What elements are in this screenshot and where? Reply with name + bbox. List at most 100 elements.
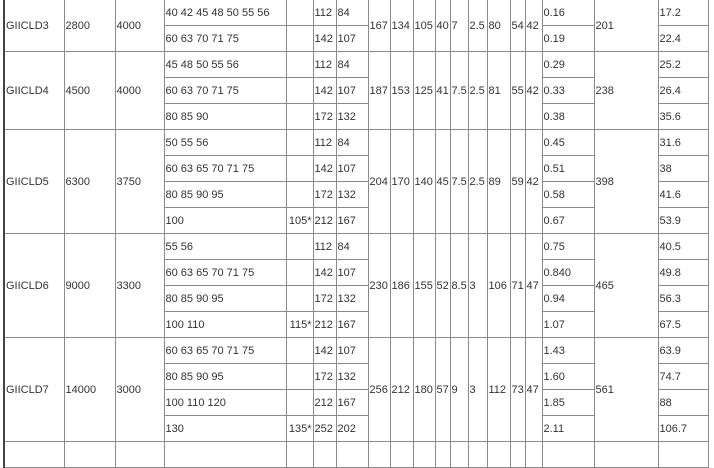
length-l1-cell: 107 xyxy=(335,77,369,104)
dim-c-cell: 9 xyxy=(449,337,469,442)
empty-cell xyxy=(3,441,65,468)
length-l1-cell: 107 xyxy=(335,25,369,52)
table-row: GIICLD6 9000 3300 55 56 112 84 230 186 155 52 8.5 3… xyxy=(3,233,709,338)
starred-diameter-cell xyxy=(285,181,314,208)
length-l-cell: 212 xyxy=(312,311,337,338)
dim-d2-cell: 212 xyxy=(389,337,414,442)
model-cell: GIICLD6 xyxy=(3,233,65,338)
length-l-cell: 212 xyxy=(312,389,337,416)
table-row: 100 110 120 212 167 1.85 88 xyxy=(4,389,709,416)
nominal-torque-cell: 4500 xyxy=(63,51,116,130)
weight-cell: 31.6 xyxy=(657,129,709,156)
inertia-cell: 0.94 xyxy=(541,285,595,312)
table-row xyxy=(3,441,709,468)
starred-diameter-cell: 115* xyxy=(285,311,314,338)
length-l1-cell: 132 xyxy=(335,285,369,312)
weight-cell: 88 xyxy=(657,389,709,416)
dim-s-cell: 2.5 xyxy=(467,0,488,52)
shaft-diameters-cell: 60 63 65 70 71 75 xyxy=(163,155,287,182)
shared-value-cell: 398 xyxy=(593,129,659,234)
weight-cell: 35.6 xyxy=(657,103,709,130)
length-l-cell: 112 xyxy=(312,51,337,78)
starred-diameter-cell xyxy=(285,155,314,182)
inertia-cell: 0.58 xyxy=(541,181,595,208)
dim-d2-cell: 134 xyxy=(389,0,414,52)
length-l-cell: 112 xyxy=(312,0,337,26)
nominal-torque-cell: 14000 xyxy=(63,337,116,442)
starred-diameter-cell xyxy=(285,77,314,104)
weight-cell: 40.5 xyxy=(657,233,709,260)
shared-value-cell: 561 xyxy=(593,337,659,442)
table-row: 100 110 115* 212 167 1.07 67.5 xyxy=(4,311,709,338)
table-row: 60 63 65 70 71 75 142 107 0.51 38 xyxy=(4,155,709,182)
inertia-cell: 0.33 xyxy=(541,77,595,104)
dim-n-cell: 42 xyxy=(524,51,543,130)
weight-cell: 67.5 xyxy=(657,311,709,338)
shaft-diameters-cell: 45 48 50 55 56 xyxy=(163,51,287,78)
shaft-diameters-cell: 60 63 70 71 75 xyxy=(163,77,287,104)
starred-diameter-cell xyxy=(285,337,314,364)
dim-c-cell: 7.5 xyxy=(449,129,469,234)
starred-diameter-cell: 105* xyxy=(285,207,314,234)
dim-h-cell: 81 xyxy=(486,51,511,130)
length-l1-cell: 84 xyxy=(335,51,369,78)
length-l1-cell: 107 xyxy=(335,259,369,286)
inertia-cell: 1.07 xyxy=(541,311,595,338)
shaft-diameters-cell: 60 63 65 70 71 75 xyxy=(163,337,287,364)
table-row: GIICLD7 14000 3000 60 63 65 70 71 75 142 107 2… xyxy=(3,337,709,442)
empty-cell xyxy=(114,441,165,468)
dim-m-cell: 73 xyxy=(509,337,526,442)
shaft-diameters-cell: 50 55 56 xyxy=(163,129,287,156)
weight-cell: 53.9 xyxy=(657,207,709,234)
inertia-cell: 0.38 xyxy=(541,103,595,130)
length-l1-cell: 167 xyxy=(335,389,369,416)
length-l1-cell: 132 xyxy=(335,103,369,130)
model-cell: GIICLD4 xyxy=(3,51,65,130)
table-row: 60 63 70 71 75 142 107 0.19 22.4 xyxy=(4,25,709,52)
dim-d3-cell: 140 xyxy=(412,129,436,234)
weight-cell: 106.7 xyxy=(657,415,709,442)
table-row: 100 105* 212 167 0.67 53.9 xyxy=(4,207,709,234)
dim-c-cell: 8.5 xyxy=(449,233,469,338)
table-row: 60 63 65 70 71 75 142 107 0.840 49.8 xyxy=(4,259,709,286)
shaft-diameters-cell: 130 xyxy=(163,415,287,442)
length-l1-cell: 107 xyxy=(335,155,369,182)
dim-d1-cell: 204 xyxy=(367,129,391,234)
empty-cell xyxy=(412,441,436,468)
starred-diameter-cell: 135* xyxy=(285,415,314,442)
empty-cell xyxy=(541,441,595,468)
weight-cell: 63.9 xyxy=(657,337,709,364)
length-l-cell: 142 xyxy=(312,155,337,182)
shaft-diameters-cell: 100 110 120 xyxy=(163,389,287,416)
length-l1-cell: 107 xyxy=(335,337,369,364)
starred-diameter-cell xyxy=(285,259,314,286)
dim-d2-cell: 170 xyxy=(389,129,414,234)
inertia-cell: 1.60 xyxy=(541,363,595,390)
dim-d2-cell: 186 xyxy=(389,233,414,338)
length-l1-cell: 84 xyxy=(335,233,369,260)
empty-cell xyxy=(63,441,116,468)
starred-diameter-cell xyxy=(285,233,314,260)
empty-cell xyxy=(593,441,659,468)
empty-cell xyxy=(657,441,709,468)
nominal-torque-cell: 9000 xyxy=(63,233,116,338)
length-l1-cell: 84 xyxy=(335,0,369,26)
dim-s-cell: 2.5 xyxy=(467,51,488,130)
dim-m-cell: 55 xyxy=(509,51,526,130)
starred-diameter-cell xyxy=(285,389,314,416)
starred-diameter-cell xyxy=(285,363,314,390)
weight-cell: 41.6 xyxy=(657,181,709,208)
empty-cell xyxy=(367,441,391,468)
dim-b-cell: 40 xyxy=(434,0,451,52)
shaft-diameters-cell: 55 56 xyxy=(163,233,287,260)
dim-m-cell: 71 xyxy=(509,233,526,338)
table-row: 80 85 90 172 132 0.38 35.6 xyxy=(4,103,709,130)
max-speed-cell: 3300 xyxy=(114,233,165,338)
shared-value-cell: 201 xyxy=(593,0,659,52)
length-l-cell: 142 xyxy=(312,77,337,104)
dim-s-cell: 2.5 xyxy=(467,129,488,234)
starred-diameter-cell xyxy=(285,25,314,52)
length-l1-cell: 167 xyxy=(335,207,369,234)
dim-d1-cell: 230 xyxy=(367,233,391,338)
length-l-cell: 112 xyxy=(312,233,337,260)
